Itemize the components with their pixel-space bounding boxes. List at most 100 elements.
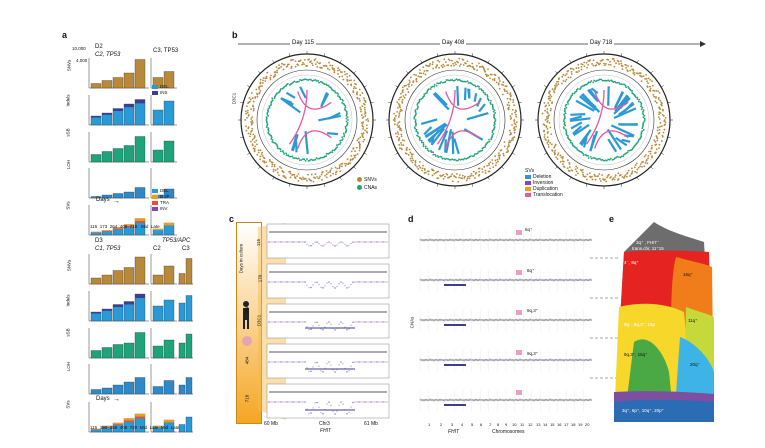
- c-track-3-pt: [270, 361, 272, 363]
- c-track-2-pt: [274, 321, 276, 323]
- cna-point: [423, 95, 426, 97]
- c-track-2-pt: [372, 321, 374, 323]
- d-track-3-pt: [473, 360, 475, 362]
- cna-point: [303, 78, 306, 81]
- snv-point: [252, 109, 255, 112]
- c-track-2-pt: [284, 321, 286, 323]
- snv-point: [362, 140, 365, 143]
- snv-point: [460, 177, 462, 179]
- cna-point: [414, 114, 417, 117]
- c-track-0-pt: [338, 242, 340, 244]
- snv-point: [401, 100, 404, 103]
- snv-point: [514, 113, 517, 116]
- snv-point: [441, 66, 444, 69]
- snv-point: [392, 119, 395, 121]
- snv-point: [553, 146, 556, 149]
- cna-point: [640, 108, 643, 111]
- cna-point: [490, 99, 492, 102]
- a-g2-row1-bar-3-ins: [124, 301, 134, 305]
- cna-point: [283, 152, 286, 155]
- snv-point: [251, 120, 254, 122]
- c-track-3-pt: [334, 371, 336, 373]
- sv-deletion-mark: [613, 107, 637, 119]
- snv-point: [363, 113, 366, 115]
- a-g2-row4-bar-1-tra: [102, 426, 112, 428]
- d-track-1-pt: [443, 280, 445, 282]
- d-track-3-pt: [519, 358, 521, 360]
- cna-point: [271, 97, 274, 100]
- c-track-1-pt: [376, 281, 378, 283]
- c-track-1-pt: [300, 281, 302, 283]
- snv-point: [455, 63, 457, 66]
- snv-point: [632, 69, 635, 72]
- snv-point: [353, 79, 356, 82]
- a-g1-row4-bar-4-tra: [135, 220, 145, 223]
- c-track-3-pt: [282, 361, 284, 363]
- cna-point: [285, 152, 288, 155]
- a-days-arrow-1: →: [113, 198, 120, 205]
- d-track-0-pt: [439, 238, 441, 240]
- cna-point: [292, 157, 295, 159]
- cna-point: [643, 114, 646, 117]
- cna-point: [432, 153, 435, 156]
- ideogram-tick: [370, 101, 374, 104]
- snv-point: [551, 88, 554, 90]
- snv-point: [246, 111, 249, 114]
- snv-point: [484, 70, 487, 73]
- snv-point: [256, 143, 258, 146]
- c-track-1-pt: [288, 281, 290, 283]
- d-track-0-pt: [503, 240, 505, 242]
- c-track-4-pt: [386, 401, 388, 403]
- c-xt-2: Chr3: [319, 421, 330, 427]
- ideogram-tick: [555, 166, 558, 169]
- sv-deletion-mark: [621, 138, 631, 143]
- snv-point: [261, 151, 264, 154]
- a-g2-row2-bar-0: [90, 350, 102, 359]
- snv-point: [503, 141, 506, 143]
- cna-point: [345, 120, 348, 123]
- ideogram-tick: [537, 136, 541, 139]
- cna-point: [307, 79, 310, 81]
- cna-point: [455, 159, 458, 162]
- a-g2-row3-bar-0: [90, 389, 102, 395]
- cna-point: [416, 107, 419, 109]
- snv-point: [409, 76, 412, 79]
- snv-point: [561, 163, 564, 165]
- cna-point: [484, 93, 487, 96]
- d-track-3-pt: [533, 360, 535, 362]
- a-legend-sv-tra: TRA: [160, 200, 169, 205]
- cna-point: [437, 82, 440, 85]
- c-day-264: 264: [244, 306, 250, 315]
- a-g2-row0-rbar-1: [163, 265, 175, 285]
- snv-point: [247, 113, 250, 116]
- snv-point: [400, 147, 403, 150]
- snv-point: [484, 172, 487, 174]
- person-icon: [240, 300, 252, 330]
- c-track-4-pt: [302, 401, 304, 403]
- d-track-4-pt: [423, 400, 425, 402]
- c-track-2-pt: [348, 328, 350, 330]
- ideogram-tick: [364, 152, 367, 155]
- snv-point: [508, 104, 511, 107]
- snv-point: [313, 59, 316, 62]
- a-g2-row3-bar-2: [112, 384, 124, 395]
- c-track-2-pt: [356, 321, 358, 323]
- snv-point: [414, 161, 417, 164]
- c-track-4-pt: [288, 401, 290, 403]
- snv-point: [621, 65, 624, 67]
- snv-point: [361, 105, 364, 108]
- d-track-0-pt: [523, 240, 525, 242]
- cna-point: [344, 106, 347, 109]
- c-track-1-pt: [374, 281, 376, 283]
- snv-point: [259, 78, 262, 81]
- panel-a-bar-charts: [88, 58, 193, 433]
- cna-point: [492, 108, 495, 110]
- c-track-1-pt: [380, 281, 382, 283]
- c-track-3-pt: [288, 361, 290, 363]
- c-track-1-pt: [280, 281, 282, 283]
- cna-point: [587, 81, 590, 84]
- snv-point: [453, 64, 455, 67]
- c-track-4: [266, 383, 390, 419]
- c-track-3-pt: [342, 363, 344, 365]
- cna-point: [295, 157, 297, 160]
